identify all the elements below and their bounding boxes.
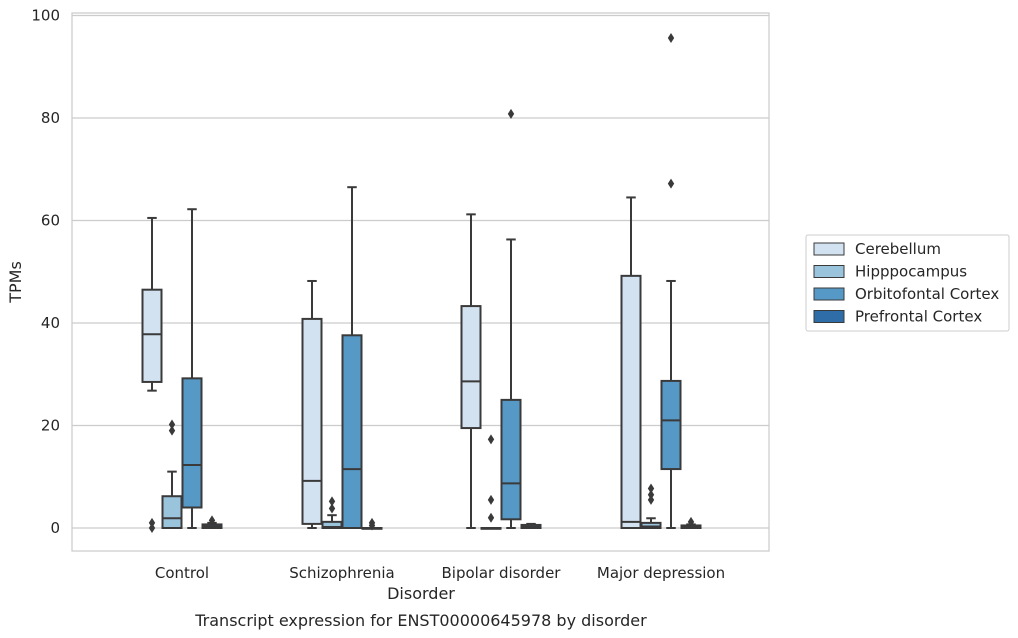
outlier-point (148, 523, 156, 533)
legend-label: Hipppocampus (855, 263, 967, 281)
legend-swatch (813, 242, 845, 256)
y-tick-label: 0 (50, 519, 60, 537)
outlier-point (487, 494, 495, 505)
box-prefrontal-cortex (680, 516, 702, 529)
box-prefrontal-cortex (361, 517, 383, 531)
box-hipppocampus (161, 419, 183, 530)
x-tick-label: Schizophrenia (289, 564, 394, 582)
outlier-point (687, 516, 695, 527)
chart-caption: Transcript expression for ENST0000064597… (194, 611, 647, 630)
boxes (141, 33, 702, 533)
box-prefrontal-cortex (520, 522, 542, 529)
box-cerebellum (141, 216, 163, 533)
legend-item: Cerebellum (813, 240, 941, 258)
legend-swatch (813, 265, 845, 278)
y-tick-labels: 0 20 40 60 80 100 (31, 7, 60, 538)
outlier-point (487, 512, 495, 523)
legend-item: Hipppocampus (813, 263, 967, 281)
legend-swatch (813, 310, 845, 323)
box-body (141, 288, 163, 383)
box-body (341, 334, 363, 529)
outlier-point (328, 503, 336, 514)
outlier-point (507, 108, 515, 119)
box-hipppocampus (321, 496, 343, 529)
x-tick-labels: Control Schizophrenia Bipolar disorder Majo… (155, 564, 725, 582)
box-body (460, 305, 482, 430)
legend: Cerebellum Hipppocampus Orbitofontal Corte… (805, 234, 1010, 332)
outlier-point (328, 496, 336, 507)
box-cerebellum (460, 213, 482, 529)
outlier-point (647, 489, 655, 500)
legend-frame (805, 234, 1010, 332)
box-body (660, 379, 682, 471)
outlier-point (368, 517, 376, 528)
x-tick-label: Control (155, 564, 209, 582)
y-tick-label: 20 (41, 417, 60, 435)
box-orbitofontal-cortex (341, 186, 363, 529)
box-prefrontal-cortex (201, 515, 223, 529)
box-body (181, 377, 203, 509)
box-orbitofontal-cortex (660, 33, 682, 529)
outlier-point (487, 434, 495, 445)
y-tick-label: 100 (31, 7, 60, 25)
outlier-point (667, 178, 675, 189)
x-axis-label: Disorder (387, 584, 455, 603)
y-tick-label: 40 (41, 314, 60, 332)
legend-label: Prefrontal Cortex (855, 308, 982, 326)
box-body (500, 398, 522, 521)
box-orbitofontal-cortex (181, 208, 203, 529)
box-cerebellum (301, 279, 323, 529)
y-tick-label: 60 (41, 212, 60, 230)
box-body (301, 317, 323, 525)
legend-swatch (813, 287, 845, 301)
outlier-point (208, 515, 216, 526)
box-hipppocampus (640, 483, 662, 529)
legend-label: Orbitofontal Cortex (855, 285, 999, 303)
x-tick-label: Bipolar disorder (442, 564, 562, 582)
box-orbitofontal-cortex (500, 108, 522, 529)
outlier-point (647, 483, 655, 494)
box-body (161, 495, 183, 530)
box-body (620, 274, 642, 529)
y-axis-label: TPMs (6, 261, 25, 304)
box-body (640, 521, 662, 529)
y-tick-label: 80 (41, 109, 60, 127)
legend-item: Prefrontal Cortex (813, 308, 982, 326)
legend-label: Cerebellum (855, 240, 941, 258)
plot-area-frame (71, 12, 770, 552)
box-cerebellum (620, 196, 642, 529)
outlier-point (168, 425, 176, 436)
outlier-point (647, 494, 655, 505)
outlier-point (148, 517, 156, 528)
outlier-point (168, 419, 176, 430)
box-hipppocampus (480, 434, 502, 530)
legend-item: Orbitofontal Cortex (813, 285, 999, 303)
outlier-point (667, 33, 675, 44)
x-tick-label: Major depression (597, 564, 725, 582)
